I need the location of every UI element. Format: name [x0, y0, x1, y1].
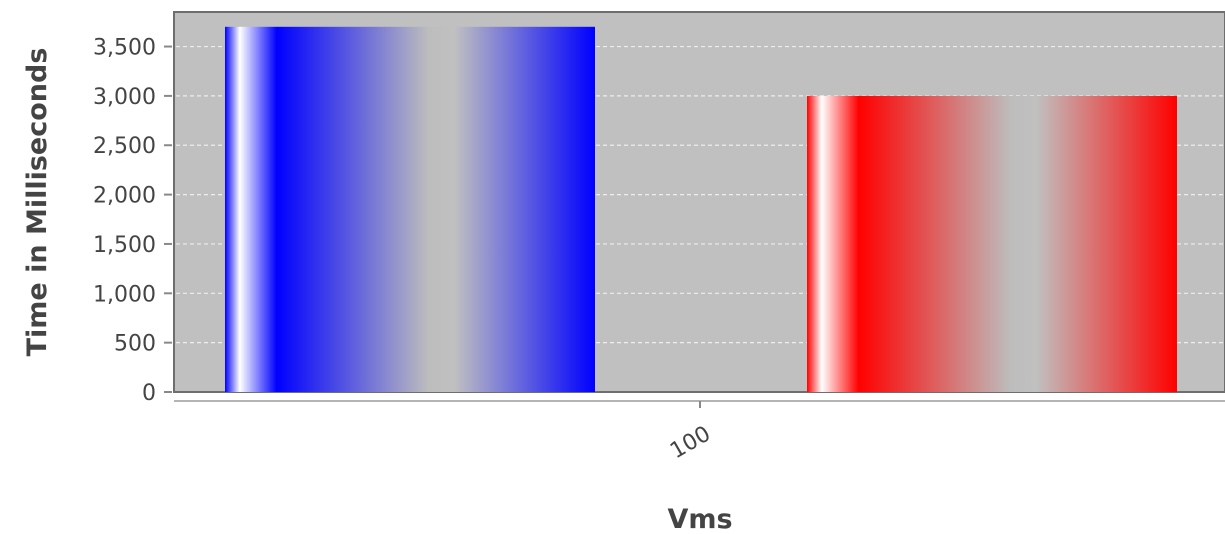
y-tick-label: 500	[114, 332, 156, 357]
y-tick-label: 2,000	[93, 184, 156, 209]
bars	[225, 26, 1177, 392]
y-tick-label: 1,500	[93, 233, 156, 258]
bar-series-1	[225, 26, 595, 392]
y-tick-label: 0	[142, 381, 156, 406]
y-tick-label: 1,000	[93, 282, 156, 307]
y-axis: 0 500 1,000 1,500 2,000 2,500 3,000 3,500	[93, 36, 172, 406]
bar-series-2	[807, 95, 1177, 392]
y-tick-label: 3,000	[93, 85, 156, 110]
y-axis-title: Time in Milliseconds	[22, 48, 53, 357]
x-tick-label: 100	[666, 422, 715, 465]
y-tick-label: 3,500	[93, 36, 156, 61]
x-axis: 100	[174, 400, 1225, 465]
y-tick-label: 2,500	[93, 134, 156, 159]
x-axis-title: Vms	[667, 504, 732, 534]
